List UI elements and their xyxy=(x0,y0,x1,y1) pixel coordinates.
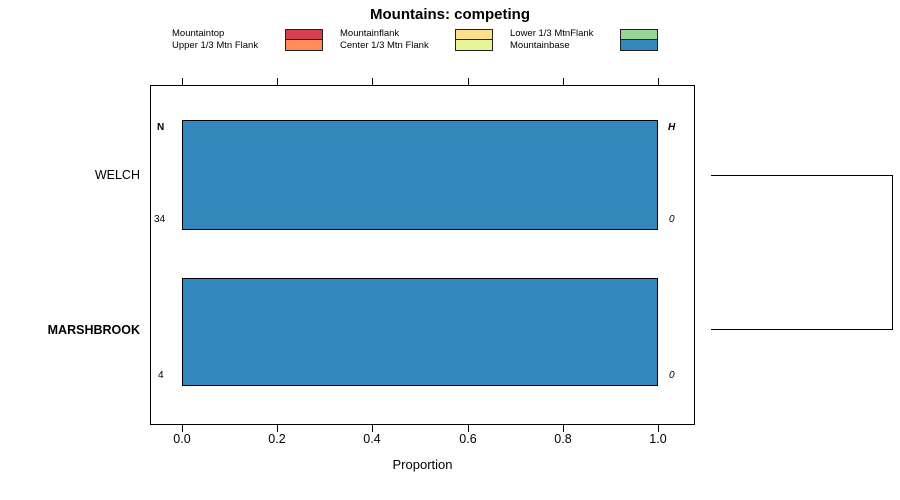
annotation-h-header: H xyxy=(668,122,676,133)
x-axis-tick-bottom xyxy=(277,425,278,432)
legend-column-labels: Mountainflank Center 1/3 Mtn Flank xyxy=(340,28,429,52)
legend-label: Mountainbase xyxy=(510,40,570,51)
x-axis-tick-top xyxy=(372,78,373,85)
legend-swatch xyxy=(620,29,658,51)
x-tick-label: 1.0 xyxy=(649,432,667,446)
x-axis-label: Proportion xyxy=(392,457,453,472)
annotation-n-marshbrook: 4 xyxy=(158,370,164,381)
annotation-n-welch: 34 xyxy=(154,214,166,225)
legend-color-swatch xyxy=(455,40,493,51)
y-axis-label-marshbrook: MARSHBROOK xyxy=(47,323,140,337)
legend-column-labels: Lower 1/3 MtnFlank Mountainbase xyxy=(510,28,593,52)
x-tick-label: 0.8 xyxy=(554,432,572,446)
x-tick-label: 0.4 xyxy=(363,432,381,446)
x-axis-tick-bottom xyxy=(563,425,564,432)
annotation-h-welch: 0 xyxy=(669,214,675,225)
legend-label: Mountaintop xyxy=(172,28,225,39)
annotation-n-header: N xyxy=(157,122,165,133)
legend-label: Upper 1/3 Mtn Flank xyxy=(172,40,259,51)
legend-color-swatch xyxy=(455,29,493,40)
x-axis-tick-top xyxy=(468,78,469,85)
chart-title: Mountains: competing xyxy=(370,6,530,23)
legend-label: Center 1/3 Mtn Flank xyxy=(340,40,429,51)
legend-column-labels: Mountaintop Upper 1/3 Mtn Flank xyxy=(172,28,258,52)
x-axis-tick-top xyxy=(277,78,278,85)
legend-color-swatch xyxy=(285,40,323,51)
x-axis-tick-bottom xyxy=(468,425,469,432)
x-tick-label: 0.6 xyxy=(459,432,477,446)
legend-swatch xyxy=(285,29,323,51)
x-tick-label: 0.2 xyxy=(268,432,286,446)
legend-color-swatch xyxy=(620,40,658,51)
annotation-h-marshbrook: 0 xyxy=(669,370,675,381)
y-axis-label-welch: WELCH xyxy=(94,168,140,182)
legend-label: Lower 1/3 MtnFlank xyxy=(510,28,594,39)
legend-color-swatch xyxy=(620,29,658,40)
x-axis-tick-bottom xyxy=(182,425,183,432)
comparison-bracket xyxy=(711,175,893,330)
x-axis-tick-bottom xyxy=(372,425,373,432)
x-tick-label: 0.0 xyxy=(173,432,191,446)
legend-color-swatch xyxy=(285,29,323,40)
legend-label: Mountainflank xyxy=(340,28,400,39)
x-axis-tick-top xyxy=(563,78,564,85)
x-axis-tick-bottom xyxy=(658,425,659,432)
x-axis-tick-top xyxy=(658,78,659,85)
x-axis-tick-top xyxy=(182,78,183,85)
bar-marshbrook xyxy=(182,278,658,386)
bar-welch xyxy=(182,120,658,230)
legend-swatch xyxy=(455,29,493,51)
